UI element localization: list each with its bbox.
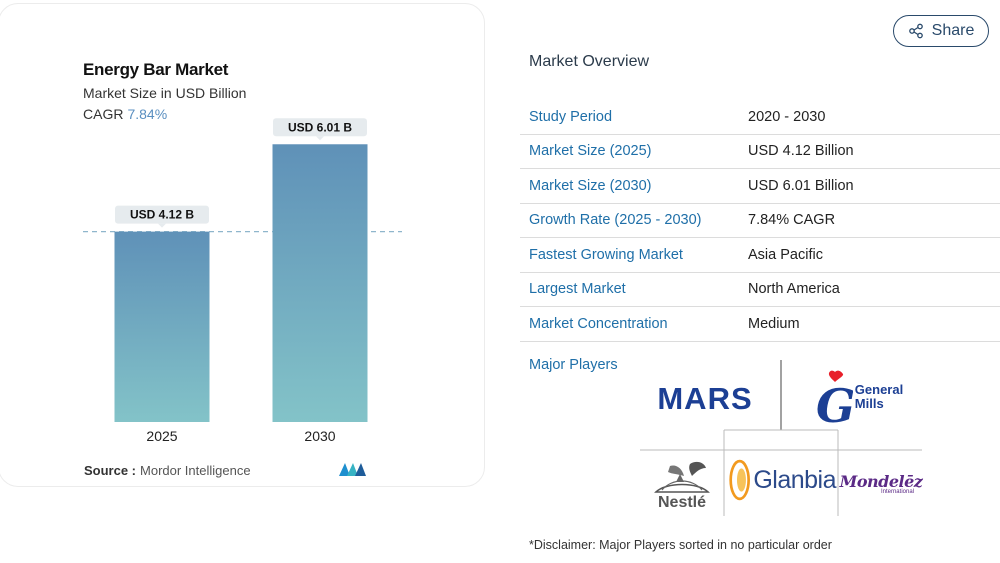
table-row: Study Period 2020 - 2030 [520, 100, 1000, 135]
row-value-market-size-2025: USD 4.12 Billion [748, 143, 854, 160]
row-label-market-size-2025: Market Size (2025) [529, 143, 652, 160]
row-value-study-period: 2020 - 2030 [748, 108, 826, 125]
row-label-largest-market: Largest Market [529, 281, 626, 298]
source-label: Source : [84, 463, 137, 478]
mondelez-logo-text: Mondelēz [839, 471, 923, 491]
mondelez-logo: Mondelēz International [839, 465, 923, 501]
row-value-largest-market: North America [748, 281, 840, 298]
glanbia-logo: Glanbia [728, 452, 836, 508]
source-value: Mordor Intelligence [140, 463, 251, 478]
mordor-intelligence-logo [339, 463, 366, 476]
cagr-value: 7.84% [127, 106, 168, 122]
overview-title: Market Overview [529, 53, 650, 70]
disclaimer: *Disclaimer: Major Players sorted in no … [529, 538, 832, 552]
x-tick-label-2030: 2030 [304, 428, 335, 444]
data-label-2025: USD 4.12 B [130, 208, 194, 222]
table-row: Market Concentration Medium [520, 307, 1000, 342]
nestle-nest-icon [654, 461, 710, 493]
bar-chart: USD 4.12 B 2025 USD 6.01 B 2030 [83, 118, 402, 444]
nestle-logo-text: Nestlé [657, 494, 707, 511]
mondelez-logo-subtext: International [880, 488, 914, 495]
row-value-market-concentration: Medium [748, 315, 800, 332]
row-value-fastest-growing-market: Asia Pacific [748, 246, 823, 263]
row-label-fastest-growing-market: Fastest Growing Market [529, 246, 683, 263]
data-label-bg-2030 [273, 118, 367, 137]
bars-layer: USD 4.12 B 2025 USD 6.01 B 2030 [83, 118, 402, 444]
svg-text:G: G [816, 379, 853, 426]
general-mills-line-2: Mills [854, 396, 884, 411]
table-row: Growth Rate (2025 - 2030) 7.84% CAGR [520, 204, 1000, 238]
row-value-growth-rate: 7.84% CAGR [748, 212, 836, 229]
bar-2030 [272, 144, 368, 423]
nestle-logo: Nestlé [644, 452, 720, 516]
source-line: Source : Mordor Intelligence [84, 463, 251, 478]
general-mills-line-1: General [854, 382, 904, 397]
mars-logo: MARS [650, 378, 760, 420]
row-label-growth-rate: Growth Rate (2025 - 2030) [529, 212, 702, 229]
row-value-market-size-2030: USD 6.01 Billion [748, 177, 854, 194]
cagr-label: CAGR [83, 106, 124, 122]
general-mills-text: General Mills [855, 383, 903, 411]
players-grid [640, 360, 922, 516]
share-button[interactable]: Share [893, 15, 989, 47]
data-label-pointer-2030 [316, 136, 324, 141]
general-mills-g-icon: G [816, 370, 853, 426]
data-label-2030: USD 6.01 B [288, 120, 352, 134]
mars-logo-text: MARS [657, 381, 753, 416]
x-tick-label-2025: 2025 [146, 428, 177, 444]
table-row: Market Size (2030) USD 6.01 Billion [520, 169, 1000, 204]
chart-title: Energy Bar Market [83, 60, 229, 79]
bar-2025 [114, 231, 210, 422]
share-label: Share [931, 22, 975, 39]
row-label-study-period: Study Period [529, 108, 613, 125]
data-label-bg-2025 [115, 205, 209, 224]
row-label-market-concentration: Market Concentration [529, 315, 668, 332]
chart-subtitle: Market Size in USD Billion [83, 85, 247, 101]
table-row: Largest Market North America [520, 273, 1000, 307]
overview-table: Study Period 2020 - 2030 Market Size (20… [520, 100, 1000, 342]
row-label-market-size-2030: Market Size (2030) [529, 177, 652, 194]
table-row: Fastest Growing Market Asia Pacific [520, 238, 1000, 273]
cagr-row: CAGR 7.84% [83, 106, 167, 122]
table-row: Market Size (2025) USD 4.12 Billion [520, 135, 1000, 169]
major-players-label: Major Players [529, 357, 618, 373]
glanbia-swirl-icon [729, 459, 750, 501]
glanbia-logo-text: Glanbia [753, 465, 836, 494]
data-label-pointer-2025 [158, 223, 166, 228]
chart-card [0, 3, 485, 487]
general-mills-logo: G General Mills [803, 362, 913, 428]
share-icon [908, 23, 923, 39]
